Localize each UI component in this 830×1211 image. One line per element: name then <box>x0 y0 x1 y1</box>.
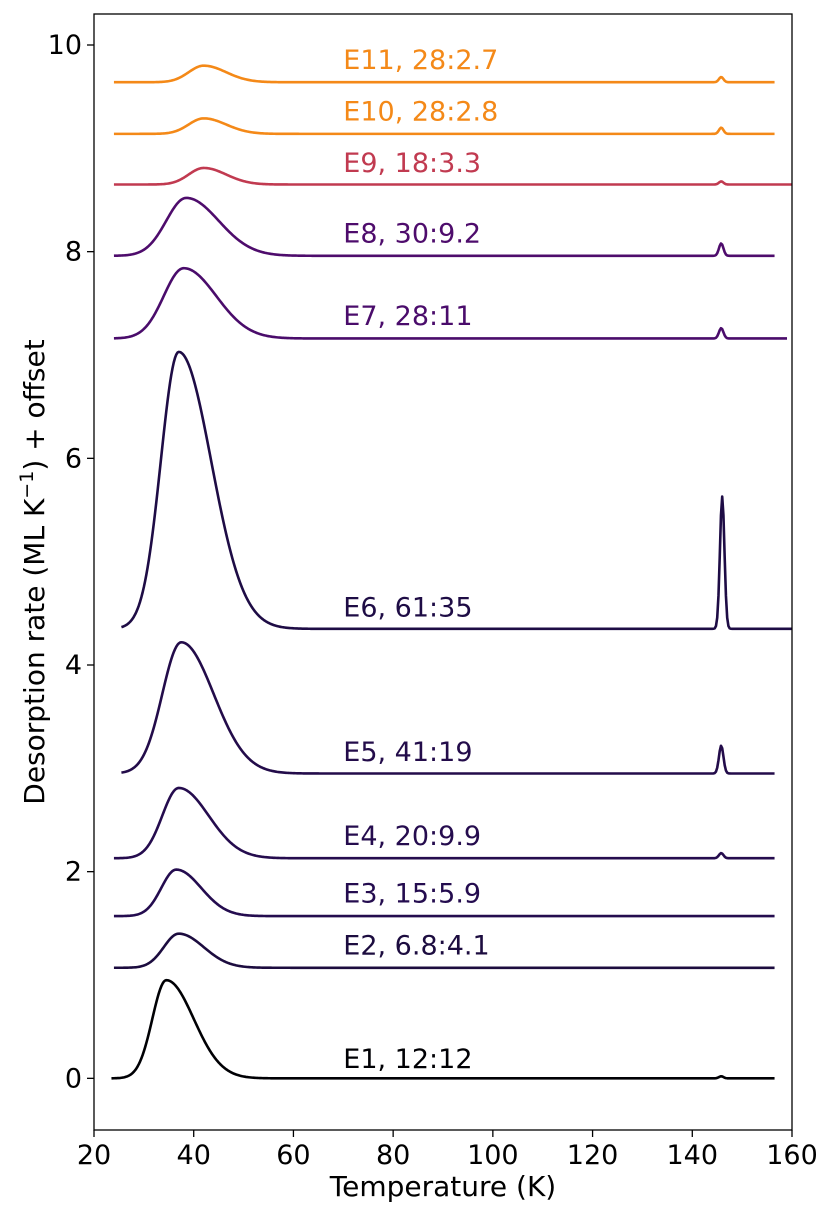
series-line-8 <box>113 196 775 258</box>
x-tick-label: 140 <box>667 1140 719 1171</box>
series-label-2: E2, 6.8:4.1 <box>343 930 489 961</box>
series-line-2 <box>113 932 775 970</box>
series-label-11: E11, 28:2.7 <box>343 45 498 76</box>
series-label-6: E6, 61:35 <box>343 592 472 623</box>
y-axis-title-tail: ) + offset <box>18 339 51 470</box>
y-tick-label: 0 <box>65 1063 82 1094</box>
x-tick-label: 120 <box>567 1140 619 1171</box>
series-label-9: E9, 18:3.3 <box>343 148 481 179</box>
series-line-4 <box>113 786 775 860</box>
y-axis: 0 2 4 6 8 10 <box>48 30 94 1094</box>
x-tick-label: 60 <box>276 1140 310 1171</box>
series-label-8: E8, 30:9.2 <box>343 218 481 249</box>
series-layer <box>111 64 793 1080</box>
series-line-7 <box>113 266 788 340</box>
y-tick-label: 4 <box>65 650 82 681</box>
y-tick-label: 10 <box>48 30 82 61</box>
series-line-9 <box>113 166 793 186</box>
series-line-11 <box>113 64 775 84</box>
y-tick-label: 8 <box>65 237 82 268</box>
y-axis-title-main: Desorption rate (ML K <box>18 498 51 805</box>
series-line-3 <box>113 868 775 918</box>
x-tick-label: 40 <box>177 1140 211 1171</box>
series-line-10 <box>113 117 775 136</box>
series-label-4: E4, 20:9.9 <box>343 821 481 852</box>
series-label-5: E5, 41:19 <box>343 737 472 768</box>
y-axis-title-superscript: −1 <box>16 471 38 499</box>
x-tick-label: 80 <box>376 1140 410 1171</box>
y-tick-label: 2 <box>65 857 82 888</box>
x-axis-title: Temperature (K) <box>329 1170 556 1203</box>
y-axis-title: Desorption rate (ML K−1) + offset <box>16 339 51 804</box>
series-line-6 <box>121 350 793 631</box>
series-line-5 <box>121 640 775 775</box>
series-label-7: E7, 28:11 <box>343 301 472 332</box>
x-tick-label: 20 <box>77 1140 111 1171</box>
plot-frame <box>93 13 793 1131</box>
series-label-10: E10, 28:2.8 <box>343 96 498 127</box>
series-label-layer: E1, 12:12 E2, 6.8:4.1 E3, 15:5.9 E4, 20:9.9… <box>343 45 498 1075</box>
x-axis: 20 40 60 80 100 120 140 160 <box>77 1130 818 1171</box>
x-tick-label: 100 <box>467 1140 519 1171</box>
y-tick-label: 6 <box>65 443 82 474</box>
series-line-1 <box>111 978 775 1080</box>
series-label-1: E1, 12:12 <box>343 1044 472 1075</box>
series-label-3: E3, 15:5.9 <box>343 879 481 910</box>
x-tick-label: 160 <box>766 1140 818 1171</box>
